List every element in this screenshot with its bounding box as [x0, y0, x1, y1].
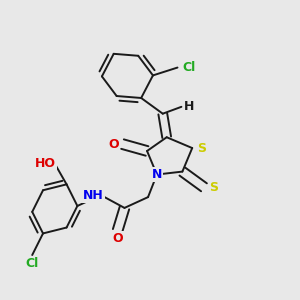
- Text: O: O: [108, 138, 119, 151]
- Text: S: S: [209, 181, 218, 194]
- Text: NH: NH: [83, 189, 104, 202]
- Text: O: O: [112, 232, 123, 245]
- Text: HO: HO: [34, 157, 56, 170]
- Text: Cl: Cl: [183, 61, 196, 74]
- Text: N: N: [152, 168, 162, 181]
- Text: S: S: [197, 142, 206, 154]
- Text: Cl: Cl: [26, 257, 39, 270]
- Text: H: H: [184, 100, 194, 113]
